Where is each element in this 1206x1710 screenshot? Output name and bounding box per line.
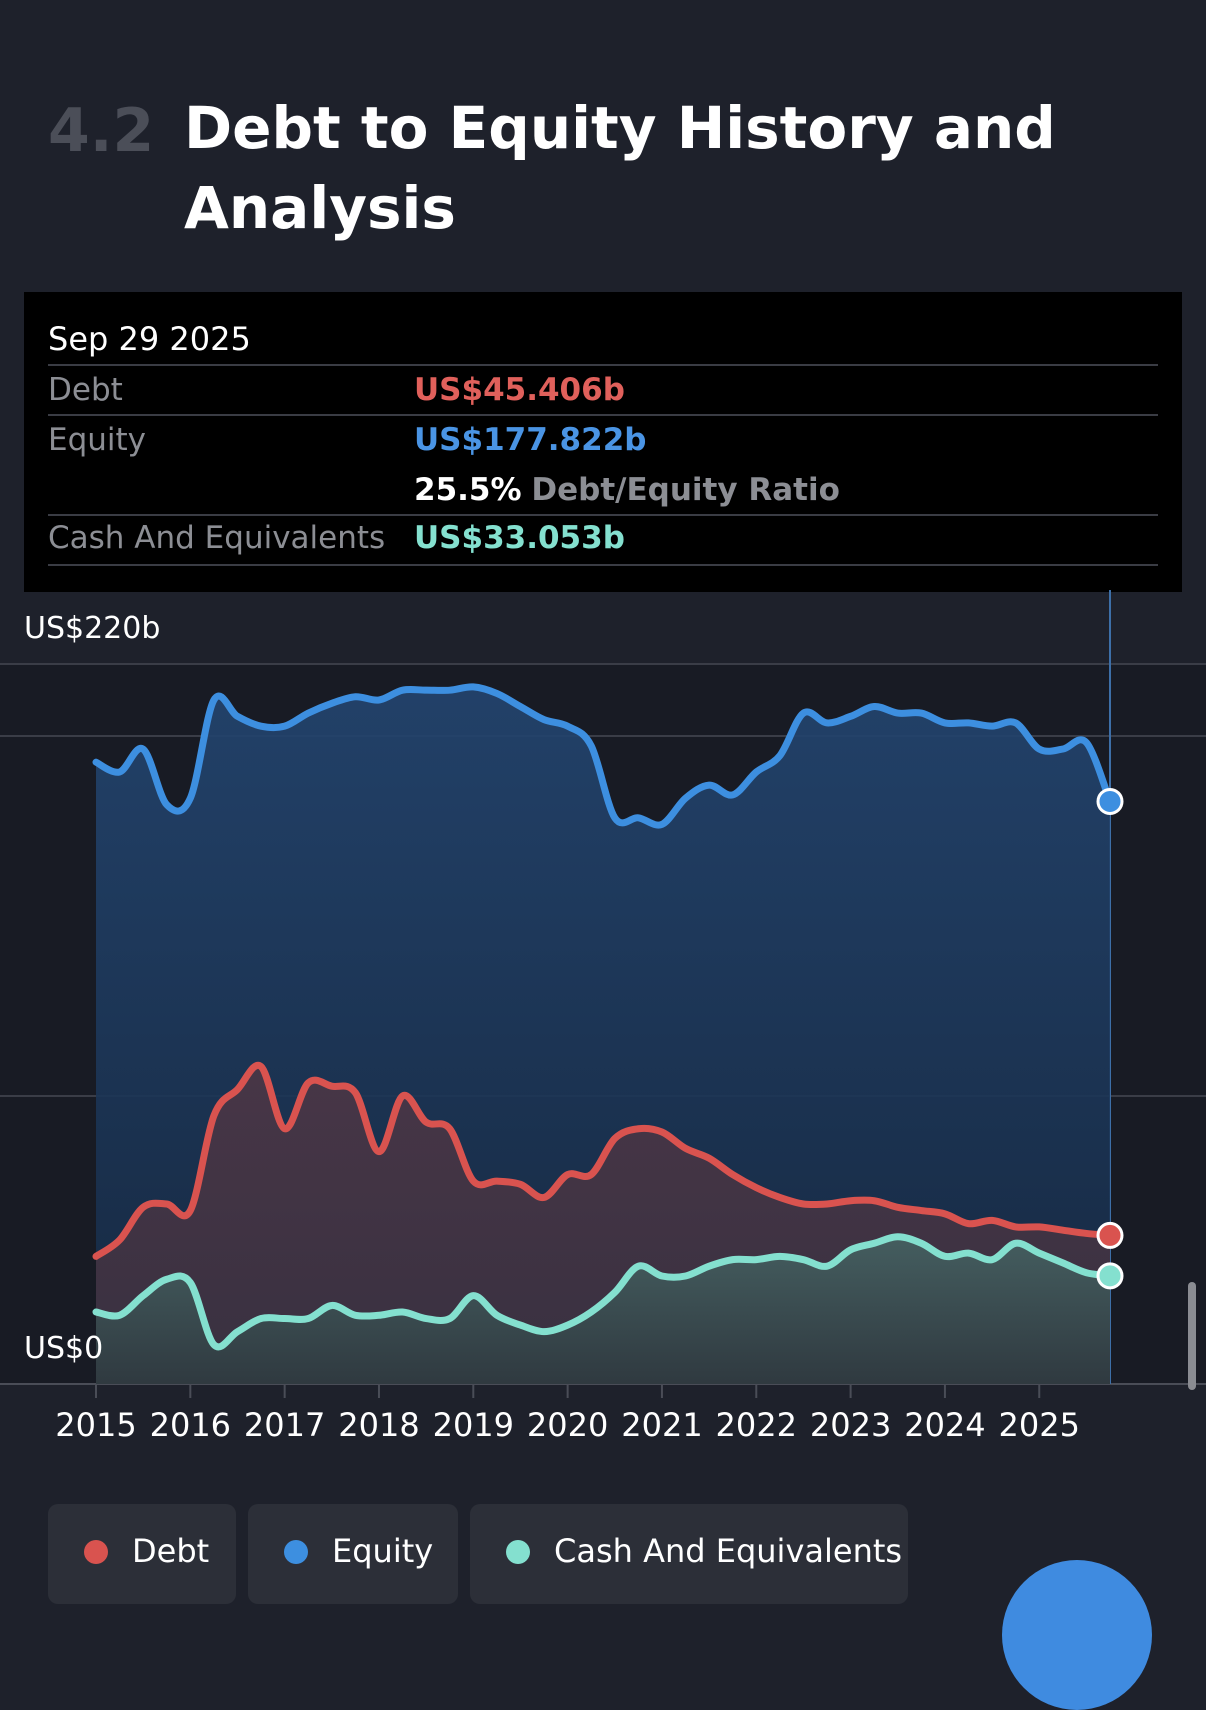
x-tick-label: 2024 bbox=[904, 1406, 985, 1444]
tooltip-debt-label: Debt bbox=[48, 372, 123, 408]
chart-areas bbox=[96, 686, 1110, 1384]
legend-item-debt[interactable]: Debt bbox=[48, 1504, 236, 1604]
tooltip-equity-label: Equity bbox=[48, 422, 147, 458]
divider bbox=[48, 414, 1158, 416]
x-tick-label: 2021 bbox=[621, 1406, 702, 1444]
x-tick-label: 2025 bbox=[999, 1406, 1080, 1444]
x-axis: 2015 2016 2017 2018 2019 2020 2021 2022 2023 2024… bbox=[55, 1384, 1080, 1444]
x-tick-label: 2016 bbox=[150, 1406, 231, 1444]
floating-action-button[interactable] bbox=[1002, 1560, 1152, 1710]
x-tick-label: 2019 bbox=[433, 1406, 514, 1444]
legend-dot-cash bbox=[506, 1540, 530, 1564]
legend-item-equity[interactable]: Equity bbox=[248, 1504, 458, 1604]
y-tick-label-bottom: US$0 bbox=[24, 1331, 103, 1366]
chart-tooltip: Sep 29 2025 Debt US$45.406b Equity US$17… bbox=[24, 292, 1182, 592]
scrollbar[interactable] bbox=[1188, 1282, 1196, 1390]
x-tick-label: 2020 bbox=[527, 1406, 608, 1444]
legend-dot-equity bbox=[284, 1540, 308, 1564]
legend-label-debt: Debt bbox=[132, 1532, 210, 1570]
marker-equity bbox=[1096, 787, 1124, 815]
x-tick-label: 2015 bbox=[55, 1406, 136, 1444]
x-tick-label: 2023 bbox=[810, 1406, 891, 1444]
x-tick-label: 2017 bbox=[244, 1406, 325, 1444]
area-cash-and-equivalents bbox=[96, 1236, 1110, 1384]
ratio-value: 25.5% bbox=[414, 472, 522, 508]
line-cash-and-equivalents bbox=[92, 1233, 1114, 1351]
legend-label-cash: Cash And Equivalents bbox=[554, 1532, 903, 1570]
tooltip-cash-label: Cash And Equivalents bbox=[48, 520, 386, 556]
y-axis-labels: US$220b US$0 bbox=[24, 611, 160, 1366]
tooltip-date: Sep 29 2025 bbox=[48, 320, 251, 358]
divider bbox=[48, 514, 1158, 516]
chart-lines bbox=[92, 683, 1114, 1351]
x-tick-label: 2018 bbox=[338, 1406, 419, 1444]
marker-debt bbox=[1096, 1221, 1124, 1249]
divider bbox=[48, 564, 1158, 566]
y-tick-label-top: US$220b bbox=[24, 611, 160, 646]
marker-cash-and-equivalents bbox=[1096, 1262, 1124, 1290]
chart-markers bbox=[1096, 787, 1124, 1290]
x-tick-label: 2022 bbox=[716, 1406, 797, 1444]
tooltip-cash-value: US$33.053b bbox=[414, 520, 625, 556]
line-debt bbox=[92, 1061, 1114, 1260]
tooltip-debt-value: US$45.406b bbox=[414, 372, 625, 408]
tooltip-ratio: 25.5% Debt/Equity Ratio bbox=[414, 472, 840, 508]
divider bbox=[48, 364, 1158, 366]
ratio-label: Debt/Equity Ratio bbox=[531, 472, 840, 508]
legend-dot-debt bbox=[84, 1540, 108, 1564]
section-number: 4.2 bbox=[48, 96, 155, 166]
tooltip-equity-value: US$177.822b bbox=[414, 422, 647, 458]
line-equity bbox=[92, 683, 1114, 829]
page-title: Debt to Equity History and Analysis bbox=[184, 94, 1056, 242]
legend-item-cash[interactable]: Cash And Equivalents bbox=[470, 1504, 908, 1604]
debt-equity-chart[interactable]: US$220b US$0 2015 2016 2017 2018 2019 2020 2021… bbox=[0, 590, 1206, 1460]
legend-label-equity: Equity bbox=[332, 1532, 434, 1570]
